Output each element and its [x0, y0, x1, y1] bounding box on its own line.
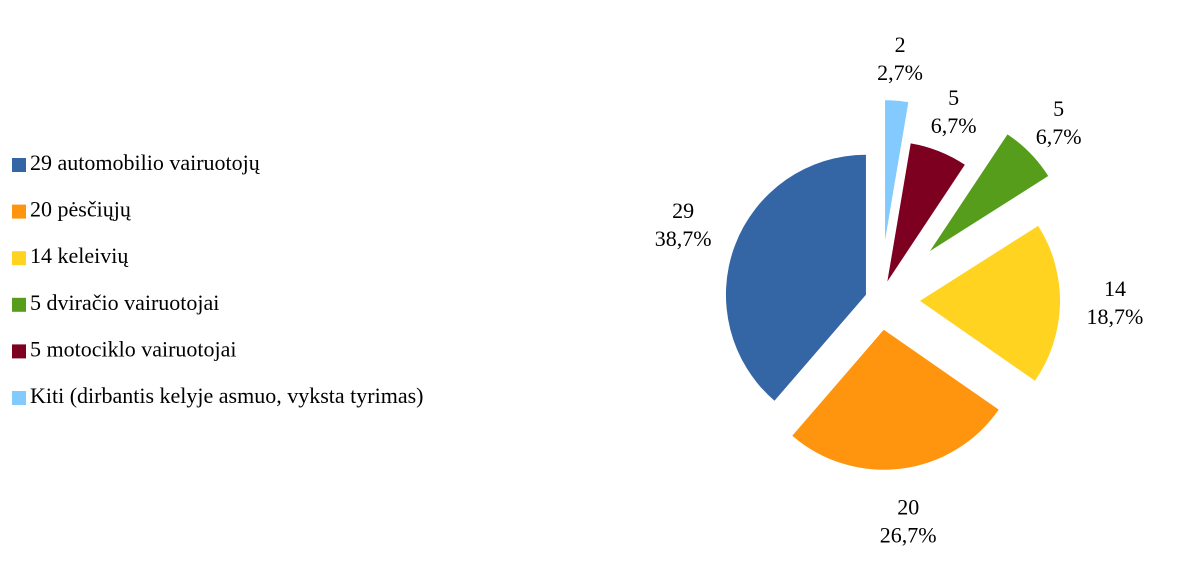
value-label: 5 [948, 85, 959, 110]
value-label: 29 [672, 198, 694, 223]
legend-label: 14 keleivių [30, 243, 129, 268]
pie-slice [725, 154, 866, 401]
value-label: 2 [895, 32, 906, 57]
legend-label: 20 pėsčiųjų [30, 197, 132, 222]
pie-slice [885, 100, 909, 241]
percent-label: 18,7% [1087, 304, 1144, 329]
legend-swatch [12, 158, 26, 172]
value-label: 14 [1104, 276, 1126, 301]
legend-label: 29 automobilio vairuotojų [30, 150, 261, 175]
legend-swatch [12, 297, 26, 312]
pie-slice [887, 143, 965, 282]
legend-swatch [12, 344, 26, 359]
percent-label: 38,7% [655, 226, 712, 251]
percent-label: 6,7% [931, 113, 977, 138]
legend-label: 5 dviračio vairuotojai [30, 290, 219, 315]
legend-label: 5 motociklo vairuotojai [30, 336, 237, 361]
pie-slice [792, 329, 999, 470]
legend-swatch [12, 391, 26, 405]
value-label: 5 [1053, 96, 1064, 121]
percent-label: 6,7% [1036, 124, 1082, 149]
legend-swatch [12, 251, 26, 266]
legend-label: Kiti (dirbantis kelyje asmuo, vyksta tyr… [30, 383, 424, 408]
legend-swatch [12, 204, 26, 219]
pie-slice [919, 225, 1060, 381]
value-label: 20 [897, 494, 919, 519]
pie-slice [930, 134, 1049, 252]
percent-label: 26,7% [880, 522, 937, 547]
percent-label: 2,7% [877, 60, 923, 85]
